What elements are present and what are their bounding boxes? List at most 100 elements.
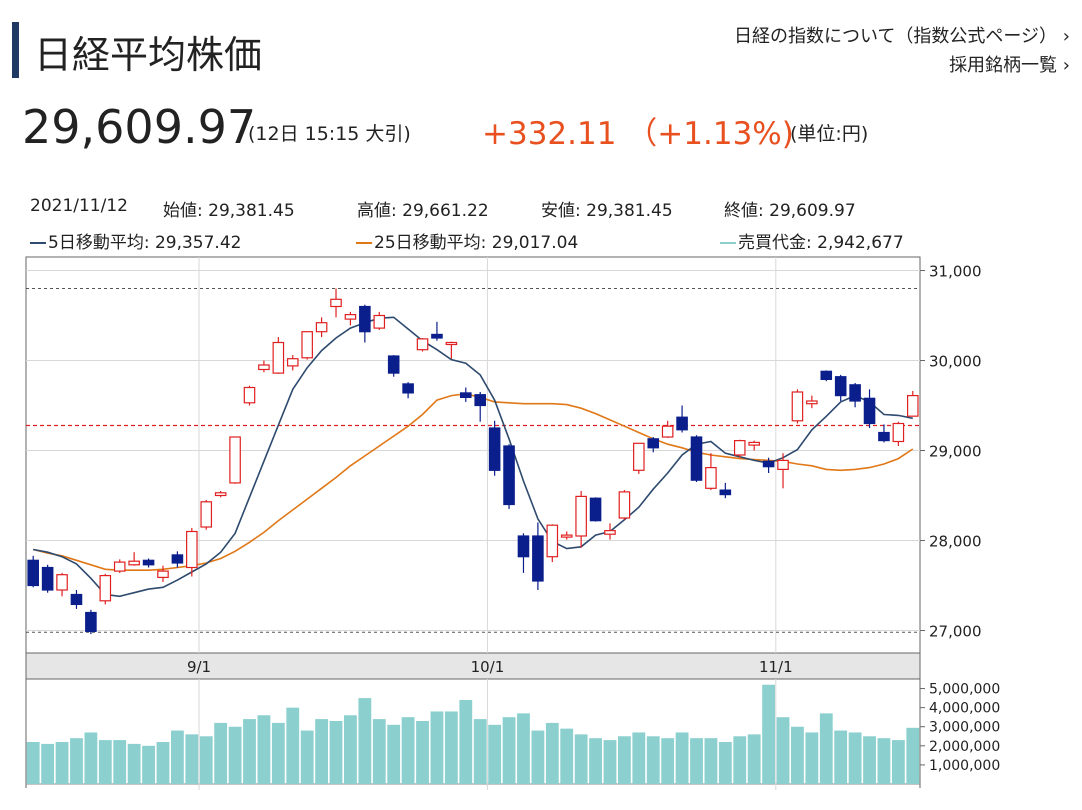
price-tick-label: 30,000 [929,353,982,371]
candle-body [243,386,256,404]
volume-bar [776,717,790,784]
volume-bar [372,719,386,784]
candle-down [488,420,501,476]
volume-bar [430,711,444,784]
candle-body [575,495,587,537]
candle-body [142,559,155,566]
candle-body [157,570,169,578]
candle-body [806,400,818,405]
candle-body [416,338,429,351]
volume-bar [459,700,473,784]
volume-swatch [720,242,736,244]
candle-body [344,314,357,320]
volume-bar [315,719,329,784]
volume-bar [199,736,213,784]
volume-bar [603,740,617,784]
volume-bar [589,738,602,784]
volume-bar [531,730,545,784]
volume-bar [502,717,516,784]
candle-up [445,341,458,359]
volume-bar [675,732,689,784]
volume-bar [704,738,718,784]
candle-body [503,445,515,506]
candle-body [604,529,616,535]
volume-bar [401,717,415,784]
candle-up [604,523,616,540]
volume-bar [286,707,300,784]
volume-bar [733,736,747,784]
constituents-link[interactable]: 採用銘柄一覧 › [949,55,1070,76]
candle-body [546,524,559,558]
candle-body [99,574,112,602]
candle-up [806,395,818,409]
candle-body [474,394,487,407]
candle-up [286,355,299,371]
candle-body [431,333,443,339]
ma5-swatch [30,242,46,244]
candle-body [258,364,270,371]
volume-bar [185,734,199,784]
candle-body [488,427,501,471]
candle-body [272,341,285,374]
volume-bar [358,698,372,784]
candle-body [676,416,688,431]
volume-bar [41,743,55,784]
candle-down [27,555,40,588]
volume-bar [646,736,660,784]
candle-body [618,491,631,519]
candle-body [705,467,717,489]
candle-down [834,374,847,401]
date-tick-label: 10/1 [471,658,505,676]
volume-bar [300,730,314,784]
candle-up [200,500,213,530]
candle-down [503,444,515,509]
volume-tick-label: 1,000,000 [929,758,1000,774]
volume-bar [560,728,574,784]
candle-up [618,490,631,520]
ma5-line [33,316,913,598]
candle-body [719,489,732,496]
candle-body [128,560,140,566]
candle-body [27,559,40,587]
ohlc-date: 2021/11/12 [30,196,128,216]
candle-up [344,311,357,326]
candle-body [633,442,645,471]
index-info-link[interactable]: 日経の指数について（指数公式ページ） › [733,26,1070,47]
candle-body [589,497,602,522]
volume-bar [906,727,920,784]
volume-bar [98,740,112,784]
volume-bar [142,745,155,784]
candle-up [373,311,386,330]
volume-tick-label: 4,000,000 [929,701,1000,717]
candle-body [517,535,530,558]
candle-up [416,338,429,352]
candle-body [214,492,227,497]
candle-body [647,438,660,449]
candle-down [690,435,703,482]
volume-bar [387,724,401,784]
candle-body [906,395,919,417]
header-links: 日経の指数について（指数公式ページ） › 採用銘柄一覧 › [734,22,1070,80]
price-tick-label: 27,000 [929,623,982,641]
candle-down [142,558,155,568]
candle-up [560,531,573,540]
chevron-right-icon: › [1062,55,1070,76]
candle-down [762,457,775,473]
volume-bar [747,734,761,784]
candle-body [301,331,313,359]
candle-down [676,405,688,433]
volume-bar [70,738,83,784]
candle-down [387,355,400,377]
volume-bar [55,742,69,784]
legend-ma5: 5日移動平均: 29,357.42 [30,228,241,253]
candle-down [647,437,660,453]
candle-up [705,453,717,491]
volume-bar [661,738,675,784]
candle-up [892,421,905,446]
volume-bar [488,724,502,784]
volume-bar [690,738,703,784]
candle-body [532,535,544,582]
candle-body [113,561,126,572]
candle-up [99,573,112,605]
